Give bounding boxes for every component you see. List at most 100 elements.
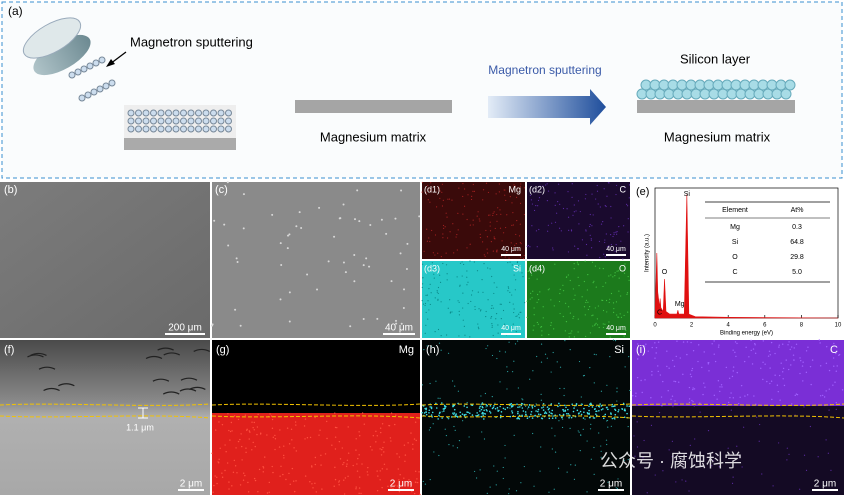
- speckle: [788, 368, 790, 371]
- speckle: [431, 416, 433, 418]
- speckle: [412, 448, 414, 450]
- speckle: [739, 396, 741, 398]
- speckle: [538, 298, 540, 301]
- speckle: [586, 254, 588, 256]
- speckle: [239, 484, 242, 486]
- speckle: [258, 468, 261, 471]
- speckle: [402, 306, 405, 309]
- speckle: [701, 366, 703, 369]
- speckle: [551, 409, 554, 412]
- speckle: [515, 279, 517, 281]
- speckle: [521, 414, 523, 417]
- speckle: [793, 347, 795, 349]
- speckle: [466, 247, 468, 249]
- speckle: [536, 355, 538, 358]
- speckle: [589, 332, 592, 334]
- speckle: [478, 407, 481, 409]
- speckle: [533, 314, 535, 316]
- speckle: [241, 459, 243, 461]
- speckle: [490, 241, 492, 243]
- speckle: [691, 367, 694, 370]
- speckle: [311, 466, 313, 468]
- speckle: [585, 193, 587, 196]
- speckle: [796, 393, 799, 396]
- element-label: Si: [513, 263, 521, 273]
- speckle: [562, 315, 564, 318]
- speckle: [541, 334, 543, 336]
- crack: [152, 378, 170, 382]
- speckle: [588, 225, 591, 228]
- speckle: [578, 412, 580, 414]
- speckle: [496, 470, 498, 472]
- speckle: [497, 332, 499, 334]
- speckle: [416, 478, 418, 480]
- speckle: [595, 354, 597, 356]
- speckle: [592, 214, 594, 216]
- speckle: [564, 330, 566, 332]
- speckle: [309, 436, 312, 439]
- speckle: [540, 399, 542, 401]
- speckle: [546, 357, 548, 359]
- speckle: [616, 230, 618, 233]
- speckle: [458, 301, 460, 303]
- speckle: [502, 232, 505, 234]
- speckle: [257, 413, 259, 415]
- speckle: [598, 409, 600, 412]
- speckle: [835, 352, 837, 355]
- speckle: [594, 408, 596, 410]
- speckle: [507, 287, 510, 289]
- speckle: [750, 349, 752, 352]
- speckle: [459, 285, 461, 287]
- speckle: [230, 421, 233, 424]
- speckle: [447, 352, 450, 354]
- speckle: [463, 205, 466, 207]
- speckle: [489, 405, 492, 407]
- speckle: [448, 198, 451, 200]
- crack: [193, 348, 210, 352]
- speckle: [511, 264, 513, 266]
- speckle: [832, 384, 834, 386]
- particle: [150, 117, 157, 125]
- speckle: [491, 354, 494, 357]
- speckle: [435, 402, 437, 405]
- speckle: [531, 407, 534, 409]
- speckle: [567, 413, 570, 415]
- speckle: [576, 409, 579, 412]
- speckle: [778, 374, 781, 377]
- speckle: [218, 421, 220, 423]
- speckle: [492, 334, 494, 337]
- speckle: [213, 484, 215, 487]
- speckle: [577, 200, 580, 202]
- speckle: [592, 314, 594, 316]
- speckle: [607, 426, 609, 428]
- speckle: [520, 243, 522, 245]
- speckle: [602, 326, 605, 329]
- speckle: [572, 410, 575, 413]
- scale-label: 40 μm: [606, 325, 626, 332]
- speckle: [298, 211, 301, 214]
- speckle: [531, 417, 534, 419]
- speckle: [279, 242, 282, 245]
- speckle: [474, 306, 476, 308]
- speckle: [513, 274, 515, 276]
- speckle: [833, 365, 835, 367]
- speckle: [247, 491, 250, 493]
- speckle: [583, 306, 586, 308]
- speckle: [502, 407, 505, 410]
- speckle: [485, 315, 487, 318]
- speckle: [774, 374, 776, 376]
- speckle: [496, 251, 498, 253]
- speckle: [731, 482, 734, 484]
- speckle: [650, 397, 652, 399]
- speckle: [511, 294, 513, 296]
- speckle: [636, 446, 639, 448]
- speckle: [719, 386, 721, 388]
- speckle: [430, 345, 433, 347]
- speckle: [620, 316, 623, 318]
- speckle: [493, 292, 495, 295]
- speckle: [781, 371, 784, 373]
- speckle: [578, 284, 580, 287]
- speckle: [424, 332, 426, 335]
- speckle: [676, 340, 678, 342]
